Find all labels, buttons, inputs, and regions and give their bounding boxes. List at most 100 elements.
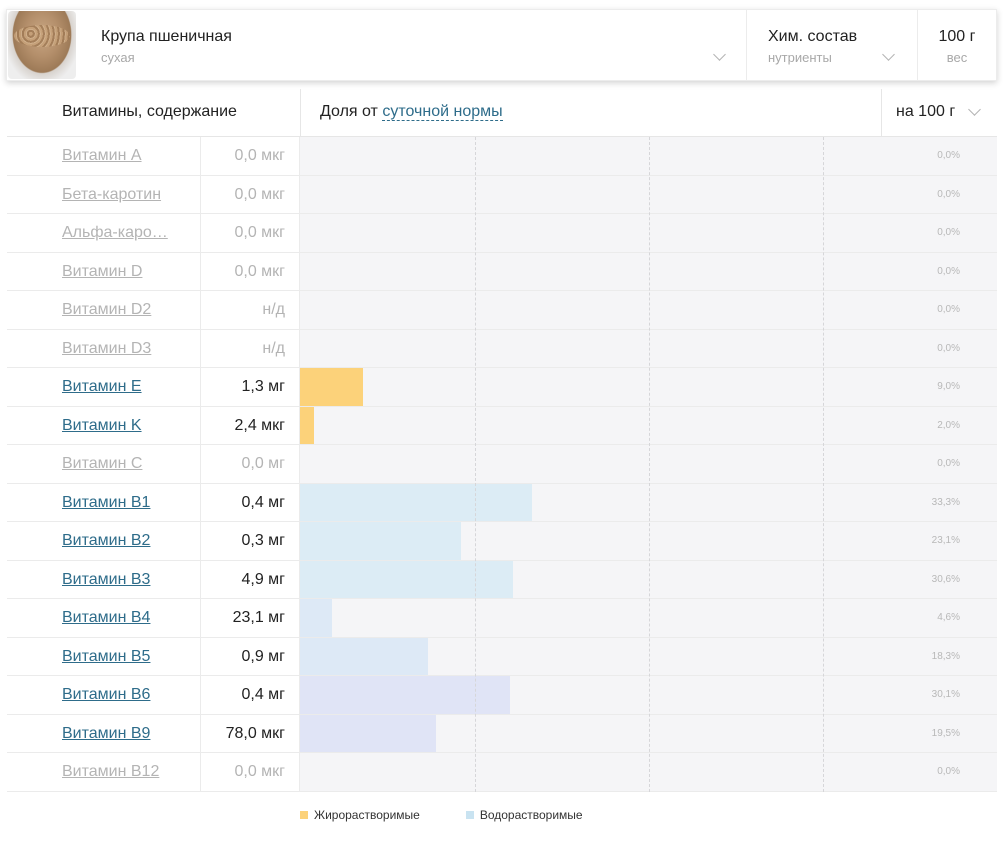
daily-share-bar-track: 33,3% (300, 483, 997, 521)
table-row: Витамин D3 н/д 0,0% (7, 329, 997, 368)
per-amount-selector[interactable]: на 100 г (881, 89, 997, 136)
vitamin-amount: 0,3 мг (200, 522, 300, 560)
daily-share-bar (300, 599, 333, 637)
vitamin-amount: 0,0 мкг (200, 175, 300, 213)
chevron-down-icon (968, 103, 981, 116)
vitamin-link[interactable]: Витамин K (62, 416, 142, 434)
daily-share-bar-track: 9,0% (300, 368, 997, 406)
daily-share-prefix: Доля от (320, 103, 378, 120)
daily-share-bar-track: 19,5% (300, 714, 997, 752)
daily-share-bar-track: 23,1% (300, 522, 997, 560)
daily-share-percent: 0,0% (937, 265, 960, 277)
vitamin-link[interactable]: Витамин B2 (62, 532, 151, 549)
product-state: сухая (101, 50, 135, 65)
table-row: Витамин B12 0,0 мкг 0,0% (7, 753, 997, 792)
vitamin-link[interactable]: Витамин D2 (62, 301, 152, 318)
table-row: Бета-каротин 0,0 мкг 0,0% (7, 175, 997, 214)
composition-subtitle: нутриенты (768, 50, 832, 65)
weight-selector[interactable]: 100 г вес (918, 10, 996, 80)
daily-share-percent: 0,0% (937, 188, 960, 200)
per-amount-label: на 100 г (896, 103, 956, 120)
daily-share-percent: 0,0% (937, 342, 960, 354)
vitamin-link[interactable]: Витамин E (62, 378, 142, 395)
daily-share-bar-track: 0,0% (300, 445, 997, 483)
vitamin-name-cell: Витамин D3 (7, 330, 200, 368)
vitamin-link[interactable]: Витамин B3 (62, 570, 151, 588)
daily-share-bar-track: 18,3% (300, 637, 997, 675)
daily-norm-link[interactable]: суточной нормы (382, 103, 503, 121)
daily-share-percent: 0,0% (937, 227, 960, 238)
daily-share-percent: 4,6% (937, 612, 960, 623)
daily-share-percent: 19,5% (931, 727, 960, 739)
table-row: Витамин D2 н/д 0,0% (7, 291, 997, 330)
daily-share-percent: 23,1% (931, 535, 960, 546)
vitamin-amount: 1,3 мг (200, 368, 300, 406)
vitamin-name-cell: Витамин D2 (7, 291, 200, 329)
legend-item: Жирорастворимые (300, 808, 420, 822)
vitamin-link[interactable]: Витамин A (62, 147, 142, 164)
vitamin-link[interactable]: Витамин B4 (62, 609, 151, 626)
vitamin-link[interactable]: Витамин D (62, 262, 143, 280)
vitamin-name-cell: Витамин K (7, 407, 200, 445)
vitamin-amount: 0,4 мг (200, 676, 300, 714)
daily-share-percent: 30,6% (931, 573, 960, 585)
vitamin-name-cell: Витамин A (7, 137, 200, 175)
daily-share-bar-track: 0,0% (300, 175, 997, 213)
daily-share-percent: 0,0% (937, 458, 960, 469)
daily-share-bar-track: 2,0% (300, 406, 997, 444)
daily-share-bar-track: 30,6% (300, 560, 997, 598)
vitamin-amount: 78,0 мкг (200, 714, 300, 752)
vitamin-link[interactable]: Витамин B1 (62, 493, 151, 511)
daily-share-bar (300, 368, 363, 406)
legend-swatch-icon (465, 811, 474, 819)
daily-share-bar-track: 0,0% (300, 291, 997, 329)
vitamin-name-cell: Витамин B9 (7, 715, 200, 753)
table-row: Витамин A 0,0 мкг 0,0% (7, 137, 997, 176)
composition-selector[interactable]: Хим. состав нутриенты (747, 10, 917, 80)
composition-title: Хим. состав (768, 28, 858, 45)
daily-share-percent: 33,3% (931, 496, 960, 508)
vitamin-amount: 0,9 мг (200, 637, 300, 675)
vitamin-link[interactable]: Витамин B6 (62, 686, 151, 703)
product-selector[interactable]: Крупа пшеничная сухая (76, 10, 746, 80)
vitamin-name-cell: Витамин B3 (7, 561, 200, 599)
legend-swatch-icon (300, 811, 308, 819)
vitamin-amount: 0,0 мкг (200, 137, 300, 175)
daily-share-percent: 2,0% (937, 419, 960, 431)
vitamin-name-cell: Витамин B1 (7, 484, 200, 522)
table-row: Витамин B2 0,3 мг 23,1% (7, 522, 997, 561)
table-row: Витамин B3 4,9 мг 30,6% (7, 560, 997, 599)
vitamin-name-cell: Витамин C (7, 445, 200, 483)
vitamin-link[interactable]: Витамин B12 (62, 763, 160, 780)
table-row: Витамин C 0,0 мг 0,0% (7, 445, 997, 484)
daily-share-bar-track: 0,0% (300, 753, 997, 791)
vitamin-name-cell: Витамин B2 (7, 522, 200, 560)
daily-share-percent: 9,0% (937, 381, 960, 392)
vitamin-link[interactable]: Витамин C (62, 455, 143, 472)
vitamin-link[interactable]: Витамин B9 (62, 724, 151, 742)
weight-label: вес (946, 50, 968, 65)
legend-label: Жирорастворимые (314, 808, 420, 822)
vitamin-name-cell: Бета-каротин (7, 176, 200, 214)
vitamin-link[interactable]: Альфа-каро… (62, 224, 168, 241)
vitamin-link[interactable]: Бета-каротин (62, 185, 162, 203)
vitamin-link[interactable]: Витамин B5 (62, 647, 151, 665)
table-row: Витамин B9 78,0 мкг 19,5% (7, 714, 997, 753)
vitamin-amount: 0,0 мг (200, 445, 300, 483)
daily-share-bar (300, 522, 461, 560)
vitamin-amount: 0,0 мкг (200, 214, 300, 252)
legend: Жирорастворимые Водорастворимые (300, 808, 629, 822)
daily-share-bar-track: 0,0% (300, 137, 997, 175)
legend-item: Водорастворимые (465, 808, 583, 822)
daily-share-percent: 0,0% (937, 304, 960, 315)
legend-label: Водорастворимые (479, 808, 583, 822)
daily-share-percent: 0,0% (937, 150, 960, 161)
daily-share-bar-track: 0,0% (300, 214, 997, 252)
column-header-daily-share: Доля от суточной нормы (300, 89, 881, 136)
vitamin-link[interactable]: Витамин D3 (62, 339, 152, 357)
table-row: Витамин B5 0,9 мг 18,3% (7, 637, 997, 676)
vitamin-amount: н/д (200, 329, 300, 367)
vitamin-table: Витамин A 0,0 мкг 0,0% Бета-каротин 0,0 мкг 0… (7, 137, 997, 792)
daily-share-bar-track: 0,0% (300, 252, 997, 290)
table-row: Витамин K 2,4 мкг 2,0% (7, 406, 997, 445)
